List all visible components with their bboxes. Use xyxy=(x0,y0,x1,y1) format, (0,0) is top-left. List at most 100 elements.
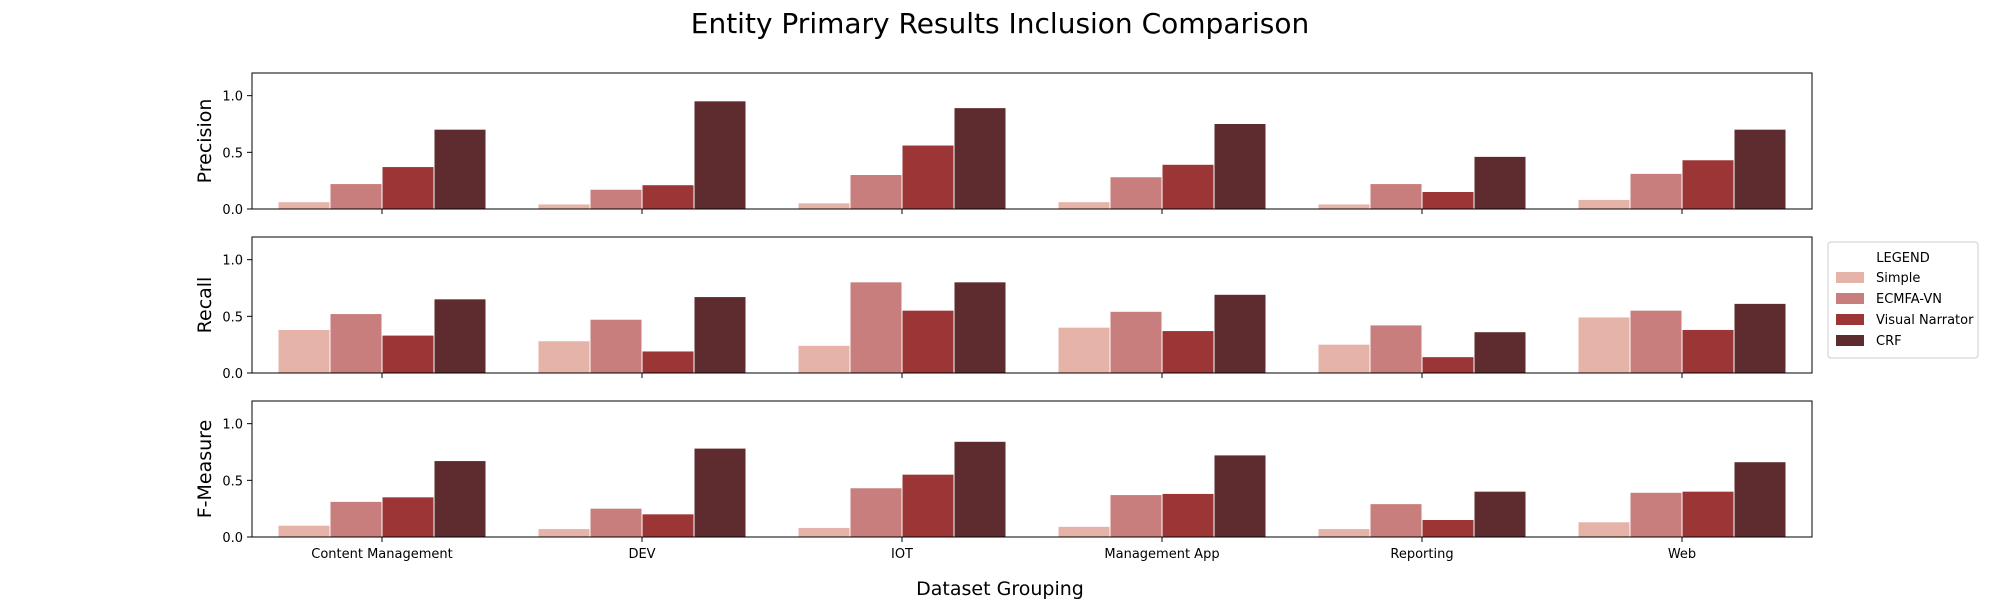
bar-recall-visual-narrator-iot xyxy=(902,310,954,373)
bar-precision-visual-narrator-content-management xyxy=(382,167,434,209)
y-tick-label-precision: 0.0 xyxy=(222,203,243,218)
legend-label-ecmfa-vn: ECMFA-VN xyxy=(1876,292,1942,307)
y-tick-label-f-measure: 0.5 xyxy=(222,474,243,489)
x-axis-label: Dataset Grouping xyxy=(916,578,1084,600)
bar-precision-simple-management-app xyxy=(1058,202,1110,209)
y-tick-label-f-measure: 0.0 xyxy=(222,531,243,546)
bar-precision-ecmfa-vn-dev xyxy=(590,189,642,209)
bar-precision-crf-reporting xyxy=(1474,156,1526,209)
bar-precision-ecmfa-vn-management-app xyxy=(1110,177,1162,209)
y-tick-label-precision: 1.0 xyxy=(222,90,243,105)
bar-recall-simple-management-app xyxy=(1058,327,1110,373)
bar-precision-visual-narrator-management-app xyxy=(1162,164,1214,209)
panels-layer: 0.0 0.5 1.0 Precision 0.0 0.5 1.0 Recall 0.0 0.5 1… xyxy=(194,72,1813,562)
x-tick-label-web: Web xyxy=(1668,547,1696,562)
plot-frame-f-measure xyxy=(251,400,1813,538)
bar-recall-crf-iot xyxy=(954,282,1006,373)
y-tick-label-f-measure: 1.0 xyxy=(222,418,243,433)
bar-recall-crf-management-app xyxy=(1214,294,1266,373)
bar-recall-visual-narrator-reporting xyxy=(1422,357,1474,373)
bar-f-measure-simple-dev xyxy=(538,529,590,537)
bar-precision-ecmfa-vn-reporting xyxy=(1370,184,1422,209)
legend-label-crf: CRF xyxy=(1876,334,1902,349)
bar-f-measure-visual-narrator-content-management xyxy=(382,497,434,537)
bar-f-measure-ecmfa-vn-web xyxy=(1630,492,1682,537)
bar-precision-crf-content-management xyxy=(434,129,486,209)
bar-f-measure-visual-narrator-dev xyxy=(642,514,694,537)
y-axis-label-f-measure: F-Measure xyxy=(194,420,216,519)
bar-recall-ecmfa-vn-reporting xyxy=(1370,325,1422,373)
bar-f-measure-ecmfa-vn-dev xyxy=(590,508,642,537)
bar-f-measure-crf-reporting xyxy=(1474,491,1526,537)
x-tick-label-content-management: Content Management xyxy=(311,547,452,562)
bar-recall-ecmfa-vn-iot xyxy=(850,282,902,373)
bar-precision-simple-iot xyxy=(798,203,850,209)
panel-recall: 0.0 0.5 1.0 Recall xyxy=(194,236,1813,382)
bar-recall-crf-web xyxy=(1734,303,1786,373)
bar-precision-visual-narrator-reporting xyxy=(1422,192,1474,209)
bar-f-measure-crf-management-app xyxy=(1214,455,1266,537)
bar-recall-ecmfa-vn-content-management xyxy=(330,314,382,373)
bar-precision-visual-narrator-iot xyxy=(902,145,954,209)
bar-f-measure-ecmfa-vn-iot xyxy=(850,488,902,537)
y-axis-label-precision: Precision xyxy=(194,99,216,184)
y-tick-label-precision: 0.5 xyxy=(222,146,243,161)
legend-swatch-simple xyxy=(1836,272,1864,283)
bar-f-measure-simple-iot xyxy=(798,527,850,537)
bar-precision-ecmfa-vn-web xyxy=(1630,173,1682,209)
bar-f-measure-crf-content-management xyxy=(434,461,486,537)
legend-swatch-ecmfa-vn xyxy=(1836,293,1864,304)
bar-precision-crf-management-app xyxy=(1214,124,1266,209)
bar-recall-visual-narrator-content-management xyxy=(382,335,434,373)
bar-f-measure-visual-narrator-iot xyxy=(902,474,954,537)
x-tick-label-reporting: Reporting xyxy=(1390,547,1453,562)
y-tick-label-recall: 1.0 xyxy=(222,254,243,269)
legend-title: LEGEND xyxy=(1876,251,1929,266)
bar-precision-simple-content-management xyxy=(278,202,330,209)
bar-recall-visual-narrator-management-app xyxy=(1162,331,1214,373)
chart-title: Entity Primary Results Inclusion Compari… xyxy=(691,7,1309,40)
bar-precision-simple-dev xyxy=(538,204,590,209)
bar-recall-simple-iot xyxy=(798,345,850,373)
y-axis-label-recall: Recall xyxy=(194,277,216,334)
bar-recall-simple-reporting xyxy=(1318,344,1370,373)
bar-precision-visual-narrator-web xyxy=(1682,160,1734,209)
y-tick-label-recall: 0.0 xyxy=(222,367,243,382)
panel-precision: 0.0 0.5 1.0 Precision xyxy=(194,72,1813,218)
bar-f-measure-ecmfa-vn-reporting xyxy=(1370,504,1422,537)
bar-f-measure-ecmfa-vn-management-app xyxy=(1110,495,1162,537)
bar-f-measure-ecmfa-vn-content-management xyxy=(330,501,382,537)
bar-precision-crf-dev xyxy=(694,101,746,209)
bar-precision-visual-narrator-dev xyxy=(642,185,694,209)
bar-f-measure-visual-narrator-reporting xyxy=(1422,520,1474,537)
panel-f-measure: 0.0 0.5 1.0 F-Measure xyxy=(194,400,1813,546)
bar-f-measure-crf-dev xyxy=(694,448,746,537)
legend: LEGEND Simple ECMFA-VN Visual Narrator CRF xyxy=(1827,241,1979,359)
bar-precision-simple-reporting xyxy=(1318,204,1370,209)
bar-recall-ecmfa-vn-dev xyxy=(590,319,642,373)
bar-f-measure-simple-reporting xyxy=(1318,529,1370,537)
bar-recall-simple-content-management xyxy=(278,329,330,373)
legend-label-visual-narrator: Visual Narrator xyxy=(1876,313,1974,328)
bar-precision-ecmfa-vn-iot xyxy=(850,175,902,209)
legend-frame xyxy=(1827,241,1979,359)
x-tick-label-dev: DEV xyxy=(628,547,655,562)
legend-swatch-visual-narrator xyxy=(1836,314,1864,325)
bar-f-measure-simple-web xyxy=(1578,522,1630,537)
bar-recall-simple-web xyxy=(1578,317,1630,373)
bar-f-measure-simple-content-management xyxy=(278,525,330,537)
bar-f-measure-visual-narrator-web xyxy=(1682,491,1734,537)
bar-recall-crf-content-management xyxy=(434,299,486,373)
bar-recall-ecmfa-vn-management-app xyxy=(1110,311,1162,373)
legend-label-simple: Simple xyxy=(1876,271,1920,286)
plot-frame-precision xyxy=(251,72,1813,210)
bar-f-measure-simple-management-app xyxy=(1058,526,1110,537)
bar-precision-ecmfa-vn-content-management xyxy=(330,184,382,209)
plot-frame-recall xyxy=(251,236,1813,374)
bar-precision-simple-web xyxy=(1578,199,1630,209)
bar-recall-crf-reporting xyxy=(1474,332,1526,373)
bar-precision-crf-web xyxy=(1734,129,1786,209)
bar-precision-crf-iot xyxy=(954,108,1006,209)
